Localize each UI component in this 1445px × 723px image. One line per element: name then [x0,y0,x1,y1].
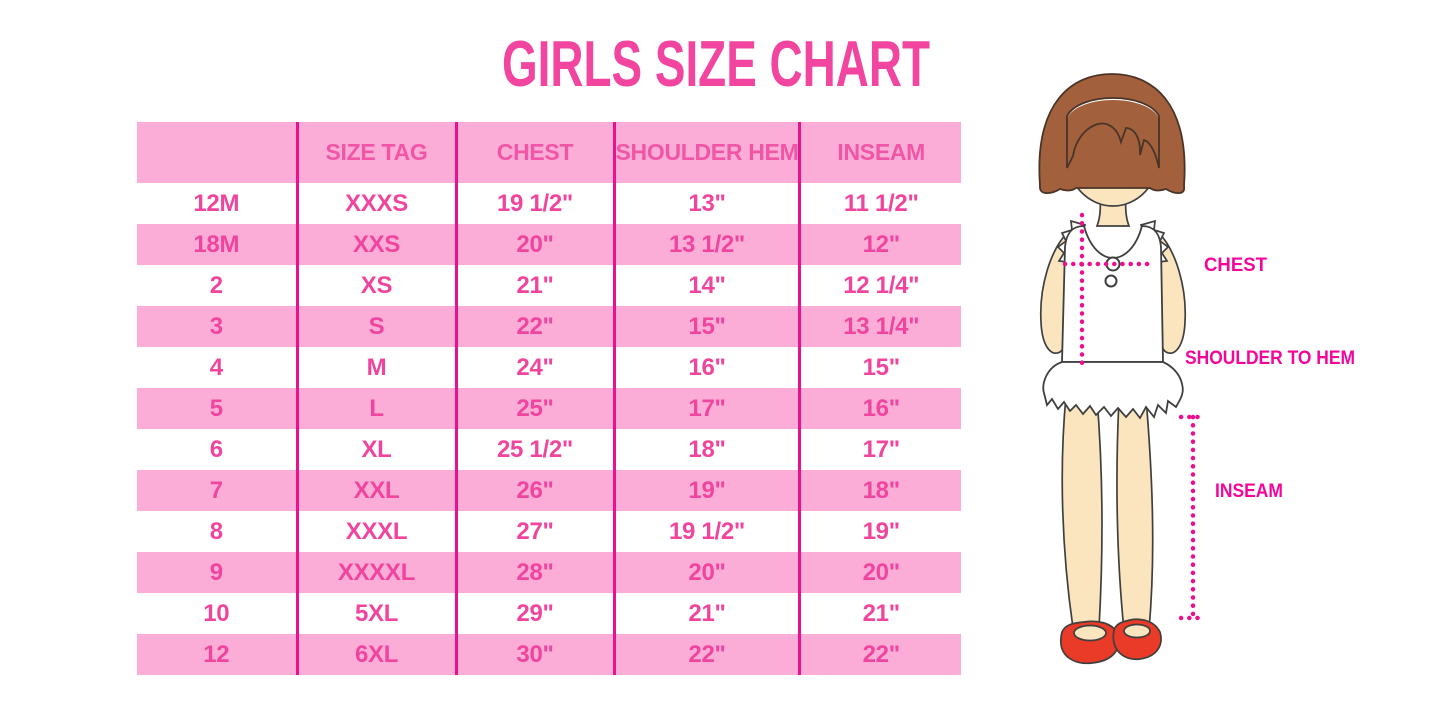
table-row: 10 5XL 29" 21" 21" [137,593,961,634]
hair-bangs [1067,100,1159,168]
cell-size: 2 [209,271,223,299]
cell-size-tag: XXXS [295,183,456,224]
cell-shoulder-hem: 21" [612,593,800,634]
cell-size-tag: M [295,347,456,388]
cell-inseam: 11 1/2" [798,183,961,224]
skirt-ruffle [1042,361,1184,420]
table-row: 5 L 25" 17" 16" [137,388,961,429]
table-row: 8 XXXL 27" 19 1/2" 19" [137,511,961,552]
left-leg [1061,395,1103,629]
cell-inseam: 22" [798,634,961,675]
hair-bob [1038,73,1186,195]
cell-inseam: 18" [798,470,961,511]
top-button-2 [1104,274,1118,288]
cell-inseam: 21" [798,593,961,634]
cell-chest: 27" [454,511,614,552]
header-cell-blank [137,122,297,183]
table-row: 2 XS 21" 14" 12 1/4" [137,265,961,306]
left-shoe-opening [1073,624,1107,642]
table-row: 18M XXS 20" 13 1/2" 12" [137,224,961,265]
cell-size-tag: XXS [295,224,456,265]
cell-size-tag: 6XL [295,634,456,675]
cell-size-tag: XL [295,429,456,470]
table-row: 12 6XL 30" 22" 22" [137,634,961,675]
cell-inseam: 20" [798,552,961,593]
cell-size: 7 [137,470,297,511]
cell-chest: 29" [454,593,614,634]
cell-size-tag: L [295,388,456,429]
chest-label: CHEST [1204,254,1267,276]
right-leg [1116,397,1154,631]
cell-shoulder-hem: 22" [612,634,800,675]
cell-chest: 19 1/2" [454,183,614,224]
cell-shoulder-hem: 16" [612,347,800,388]
cell-inseam: 13 1/4" [798,306,961,347]
cell-chest: 20" [454,224,614,265]
table-row: 7 XXL 26" 19" 18" [137,470,961,511]
cell-chest: 30" [454,634,614,675]
cell-chest: 28" [454,552,614,593]
cell-shoulder-hem: 18" [612,429,800,470]
cell-shoulder-hem: 17" [612,388,800,429]
cell-shoulder-hem: 19 1/2" [612,511,800,552]
cell-size: 3 [137,306,297,347]
cell-size: 6 [209,435,223,463]
cell-size-tag: 5XL [295,593,456,634]
cell-size: 9 [137,552,297,593]
table-row: 9 XXXXL 28" 20" 20" [137,552,961,593]
cell-shoulder-hem: 14" [612,265,800,306]
cell-size-tag: XS [295,265,456,306]
cell-shoulder-hem: 13 1/2" [612,224,800,265]
cell-shoulder-hem: 13" [612,183,800,224]
cell-chest: 26" [454,470,614,511]
size-table-header: SIZE TAG CHEST SHOULDER HEM INSEAM [137,122,961,183]
cell-inseam: 19" [798,511,961,552]
cell-chest: 24" [454,347,614,388]
table-row: 12M XXXS 19 1/2" 13" 11 1/2" [137,183,961,224]
page-title-area: GIRLS SIZE CHART [502,28,930,100]
cell-size: 4 [209,353,223,381]
size-table: SIZE TAG CHEST SHOULDER HEM INSEAM 12M X… [137,122,961,675]
cell-size: 12 [137,634,297,675]
cell-size: 8 [209,517,223,545]
header-cell-chest: CHEST [454,122,614,183]
cell-chest: 25 1/2" [454,429,614,470]
table-row: 4 M 24" 16" 15" [137,347,961,388]
cell-size: 12M [193,189,240,217]
cell-inseam: 12" [798,224,961,265]
cell-size-tag: XXL [295,470,456,511]
girl-measurement-illustration: CHEST SHOULDER TO HEM INSEAM [1038,73,1355,665]
right-shoe-opening [1123,623,1151,639]
cell-inseam: 16" [798,388,961,429]
header-cell-shoulder-hem: SHOULDER HEM [612,122,800,183]
header-cell-inseam: INSEAM [798,122,961,183]
cell-chest: 22" [454,306,614,347]
cell-inseam: 17" [798,429,961,470]
cell-inseam: 12 1/4" [798,265,961,306]
cell-size-tag: XXXL [295,511,456,552]
cell-shoulder-hem: 20" [612,552,800,593]
cell-chest: 21" [454,265,614,306]
cell-inseam: 15" [798,347,961,388]
header-cell-size-tag: SIZE TAG [295,122,456,183]
cell-size: 18M [137,224,297,265]
table-row: 6 XL 25 1/2" 18" 17" [137,429,961,470]
header-row: SIZE TAG CHEST SHOULDER HEM INSEAM [137,122,961,183]
size-table-body: 12M XXXS 19 1/2" 13" 11 1/2" 18M XXS 20"… [137,183,961,675]
cell-chest: 25" [454,388,614,429]
shoulder-to-hem-label: SHOULDER TO HEM [1185,347,1355,369]
cell-shoulder-hem: 15" [612,306,800,347]
page-title: GIRLS SIZE CHART [502,28,930,100]
cell-size-tag: XXXXL [295,552,456,593]
cell-size: 5 [137,388,297,429]
cell-size-tag: S [295,306,456,347]
table-row: 3 S 22" 15" 13 1/4" [137,306,961,347]
top-garment [1061,225,1164,363]
cell-size: 10 [203,599,230,627]
inseam-label: INSEAM [1215,480,1283,502]
cell-shoulder-hem: 19" [612,470,800,511]
